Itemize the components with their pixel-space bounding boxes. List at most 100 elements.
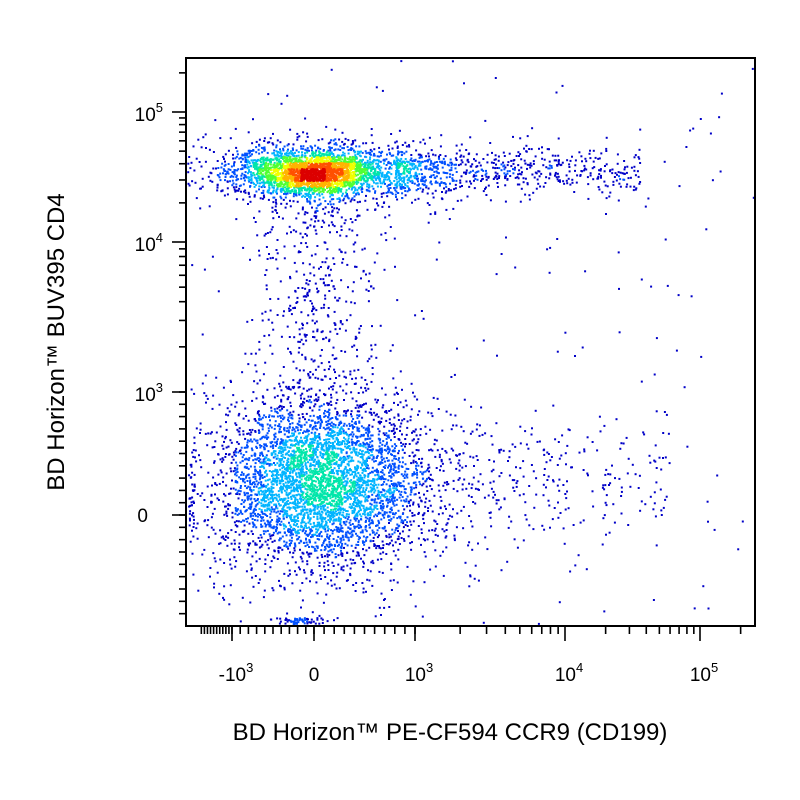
event-dot bbox=[353, 530, 356, 533]
event-dot bbox=[280, 498, 283, 500]
event-dot bbox=[211, 180, 214, 183]
event-dot bbox=[427, 510, 429, 512]
event-dot bbox=[324, 428, 327, 431]
event-dot bbox=[218, 403, 221, 406]
event-dot bbox=[434, 549, 437, 552]
event-dot bbox=[417, 413, 419, 416]
event-dot bbox=[369, 511, 372, 514]
event-dot bbox=[571, 178, 574, 181]
event-dot bbox=[355, 192, 358, 195]
event-dot bbox=[319, 354, 322, 357]
event-dot bbox=[339, 420, 342, 423]
event-dot bbox=[411, 473, 414, 475]
event-dot bbox=[191, 552, 194, 555]
event-dot bbox=[260, 192, 263, 194]
event-dot bbox=[306, 200, 309, 202]
event-dot bbox=[306, 389, 309, 392]
event-dot bbox=[324, 200, 327, 203]
event-dot bbox=[398, 496, 401, 499]
event-dot bbox=[229, 467, 232, 470]
event-dot bbox=[611, 168, 614, 171]
event-dot bbox=[326, 582, 329, 585]
event-dot bbox=[321, 618, 324, 621]
event-dot bbox=[238, 546, 240, 549]
event-dot bbox=[376, 182, 379, 185]
event-dot bbox=[374, 343, 377, 346]
event-dot bbox=[346, 551, 349, 554]
event-dot bbox=[266, 423, 269, 426]
event-dot bbox=[503, 498, 506, 501]
event-dot bbox=[227, 504, 230, 507]
event-dot bbox=[239, 449, 242, 452]
event-dot bbox=[555, 176, 558, 179]
event-dot bbox=[358, 453, 361, 455]
event-dot bbox=[399, 187, 402, 190]
event-dot bbox=[565, 179, 568, 182]
event-dot bbox=[383, 489, 386, 492]
event-dot bbox=[273, 450, 276, 453]
event-dot bbox=[580, 170, 583, 172]
event-dot bbox=[234, 157, 237, 160]
event-dot bbox=[262, 462, 265, 465]
event-dot bbox=[374, 460, 377, 462]
event-dot bbox=[385, 483, 388, 486]
event-dot bbox=[416, 398, 419, 401]
event-dot bbox=[319, 415, 321, 417]
event-dot bbox=[289, 534, 292, 537]
event-dot bbox=[440, 499, 443, 502]
event-dot bbox=[387, 514, 390, 517]
event-dot bbox=[247, 191, 250, 194]
event-dot bbox=[239, 620, 242, 623]
event-dot bbox=[254, 462, 257, 465]
event-dot bbox=[321, 556, 324, 558]
event-dot bbox=[336, 426, 339, 429]
event-dot bbox=[407, 482, 410, 485]
event-dot bbox=[512, 486, 515, 489]
event-dot bbox=[393, 513, 396, 516]
event-dot bbox=[465, 487, 468, 490]
event-dot bbox=[371, 434, 374, 437]
event-dot bbox=[297, 212, 300, 215]
event-dot bbox=[388, 519, 391, 522]
event-dot bbox=[419, 153, 422, 156]
event-dot bbox=[243, 166, 246, 169]
event-dot bbox=[273, 550, 276, 553]
event-dot bbox=[359, 435, 362, 438]
event-dot bbox=[290, 620, 293, 623]
event-dot bbox=[414, 158, 417, 161]
event-dot bbox=[296, 200, 299, 203]
event-dot bbox=[317, 434, 320, 437]
event-dot bbox=[277, 519, 280, 522]
event-dot bbox=[381, 475, 384, 478]
event-dot bbox=[424, 470, 427, 473]
event-dot bbox=[363, 511, 366, 514]
event-dot bbox=[223, 164, 226, 167]
event-dot bbox=[281, 414, 284, 417]
event-dot bbox=[529, 162, 532, 165]
event-dot bbox=[212, 167, 215, 170]
event-dot bbox=[350, 456, 353, 459]
event-dot bbox=[380, 195, 383, 198]
event-dot bbox=[297, 386, 300, 389]
event-dot bbox=[317, 377, 320, 380]
event-dot bbox=[292, 410, 295, 413]
event-dot bbox=[295, 149, 298, 152]
event-dot bbox=[344, 412, 347, 415]
event-dot bbox=[259, 486, 261, 489]
event-dot bbox=[412, 482, 415, 485]
event-dot bbox=[269, 524, 272, 527]
event-dot bbox=[424, 505, 427, 508]
event-dot bbox=[258, 444, 261, 447]
event-dot bbox=[353, 199, 356, 202]
event-dot bbox=[310, 218, 313, 221]
event-dot bbox=[331, 206, 334, 209]
event-dot bbox=[378, 165, 381, 168]
event-dot bbox=[607, 473, 610, 476]
event-dot bbox=[219, 425, 222, 428]
event-dot bbox=[345, 432, 348, 435]
event-dot bbox=[430, 448, 432, 451]
event-dot bbox=[428, 158, 431, 161]
event-dot bbox=[448, 169, 451, 172]
event-dot bbox=[261, 401, 264, 404]
event-dot bbox=[639, 162, 642, 164]
